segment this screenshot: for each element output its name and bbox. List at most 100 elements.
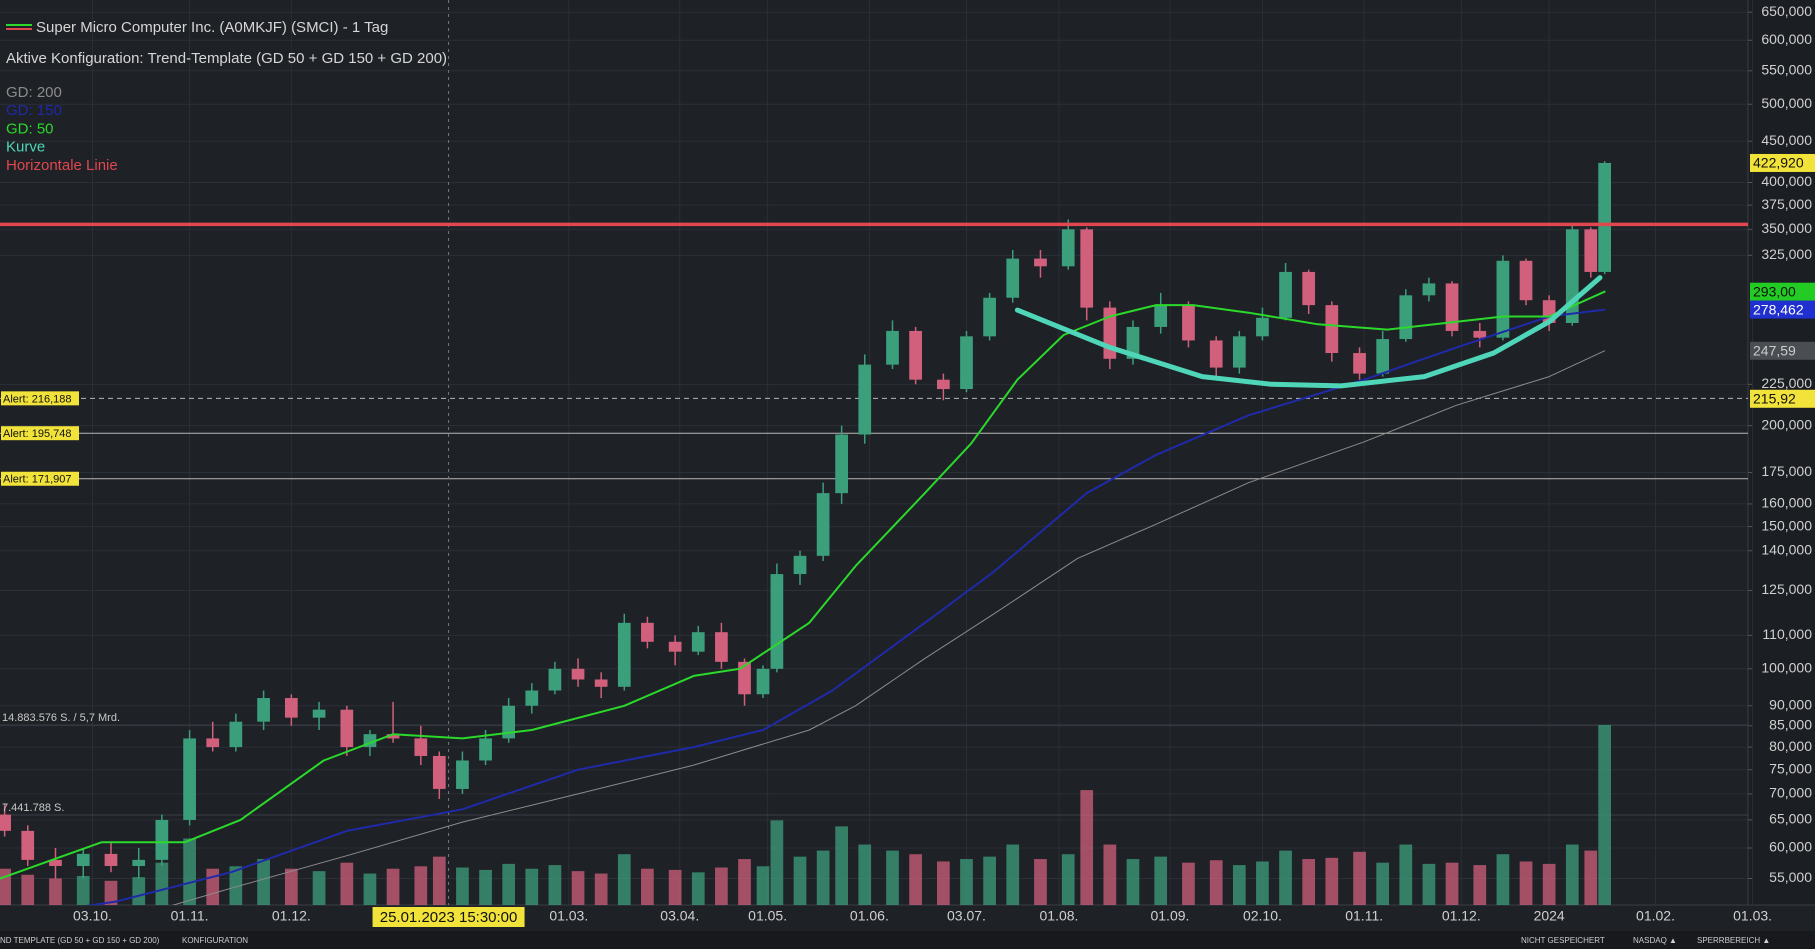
volume-bar <box>571 871 585 905</box>
candle-body <box>793 555 807 575</box>
candle-body <box>571 668 585 680</box>
candle-body <box>502 705 516 739</box>
y-tick-label: 160,000 <box>1761 495 1812 511</box>
price-label-box <box>1750 282 1815 301</box>
price-label: 422,920 <box>1753 155 1804 171</box>
candle-body <box>155 819 169 860</box>
toolbar-item[interactable]: KONFIGURATION <box>182 936 248 945</box>
candle-body <box>1006 258 1020 298</box>
candle-body <box>983 297 996 337</box>
volume-bar <box>738 859 751 905</box>
candle-body <box>1376 339 1390 374</box>
volume-bar <box>502 863 516 905</box>
volume-level-label: 7.441.788 S. <box>2 802 64 814</box>
y-tick-label: 60,000 <box>1769 839 1812 855</box>
candle-body <box>617 622 631 687</box>
legend-entry: GD: 50 <box>6 120 54 137</box>
volume-bar <box>1080 790 1094 905</box>
volume-bar <box>641 868 654 905</box>
candle-body <box>432 755 446 789</box>
x-tick-label: 01.08. <box>1040 908 1079 924</box>
plot <box>0 0 1748 905</box>
y-tick-label: 175,000 <box>1761 463 1812 479</box>
legend-entry: Kurve <box>6 139 45 156</box>
y-tick-label: 650,000 <box>1761 3 1812 19</box>
candle-body <box>1302 271 1316 306</box>
candle-body <box>206 738 220 748</box>
crosshair-label-box <box>372 907 525 927</box>
volume-bar <box>414 866 428 905</box>
price-label: 278,462 <box>1753 301 1804 317</box>
volume-bar <box>886 850 899 905</box>
y-tick-label: 65,000 <box>1769 811 1812 827</box>
candle-body <box>340 709 354 748</box>
candle-body <box>1445 283 1459 331</box>
candle-body <box>456 760 469 789</box>
y-tick-label: 600,000 <box>1761 31 1812 47</box>
candle-body <box>1126 326 1140 359</box>
price-label-box <box>1750 300 1815 319</box>
toolbar-item[interactable]: NASDAQ ▲ <box>1633 936 1677 945</box>
alert-label: Alert: 171,907 <box>3 474 72 486</box>
candle-body <box>1473 330 1487 338</box>
volume-bar <box>617 854 631 905</box>
candle-body <box>1325 305 1339 354</box>
price-label: 247,59 <box>1753 342 1796 358</box>
y-tick-label: 55,000 <box>1769 869 1812 885</box>
alert-label-box <box>1 471 79 486</box>
candle-body <box>284 698 298 718</box>
y-tick-label: 200,000 <box>1761 416 1812 432</box>
candle-body <box>1154 305 1168 327</box>
y-tick-label: 100,000 <box>1761 660 1812 676</box>
volume-bar <box>1376 862 1390 905</box>
y-tick-label: 90,000 <box>1769 696 1812 712</box>
toolbar-item[interactable]: NICHT GESPEICHERT <box>1521 936 1605 945</box>
x-tick-label: 01.11. <box>1345 908 1383 924</box>
candle-body <box>858 364 872 435</box>
candle-body <box>1061 229 1075 267</box>
moving-average-line <box>1014 275 1603 389</box>
candle-body <box>414 738 428 756</box>
x-tick-label: 01.02. <box>1636 908 1675 924</box>
alert-label: Alert: 195,748 <box>3 428 72 440</box>
toolbar-item[interactable]: ND TEMPLATE (GD 50 + GD 150 + GD 200) <box>0 936 160 945</box>
volume-bar <box>1006 844 1020 905</box>
volume-bar <box>1422 863 1436 905</box>
x-tick-label: 03.04. <box>660 908 699 924</box>
volume-bar <box>548 865 562 905</box>
x-tick-label: 01.03. <box>549 908 588 924</box>
volume-bar <box>1353 851 1366 905</box>
x-tick-label: 01.05. <box>748 908 787 924</box>
y-tick-label: 110,000 <box>1762 626 1812 642</box>
candle-body <box>1080 229 1094 308</box>
volume-bar <box>1126 859 1140 905</box>
candle-body <box>1584 229 1598 272</box>
volume-bar <box>1325 857 1339 905</box>
volume-bar <box>1473 865 1487 905</box>
candle-body <box>756 668 770 695</box>
volume-bar <box>1399 844 1413 905</box>
candle-body <box>1598 162 1612 272</box>
volume-bar <box>793 856 807 905</box>
y-tick-label: 400,000 <box>1761 173 1812 189</box>
volume-bar <box>363 873 377 905</box>
candle-body <box>770 574 784 669</box>
volume-bar <box>937 861 950 905</box>
volume-bar <box>183 838 196 905</box>
candle-body <box>548 668 562 691</box>
moving-average-line <box>85 308 1606 905</box>
volume-bar <box>1598 725 1612 905</box>
y-tick-label: 500,000 <box>1761 95 1812 111</box>
toolbar-item[interactable]: SPERRBEREICH ▲ <box>1697 936 1770 945</box>
volume-bar <box>1256 861 1269 905</box>
volume-bar <box>1302 859 1316 905</box>
volume-bar <box>229 866 243 905</box>
candle-body <box>1399 295 1413 340</box>
candle-body <box>960 336 973 390</box>
candle-body <box>641 622 654 642</box>
x-tick-label: 01.12. <box>1442 908 1481 924</box>
x-tick-label: 01.03. <box>1733 908 1772 924</box>
volume-bar <box>386 868 400 905</box>
volume-bar <box>960 859 973 905</box>
price-label: 293,00 <box>1753 283 1796 299</box>
